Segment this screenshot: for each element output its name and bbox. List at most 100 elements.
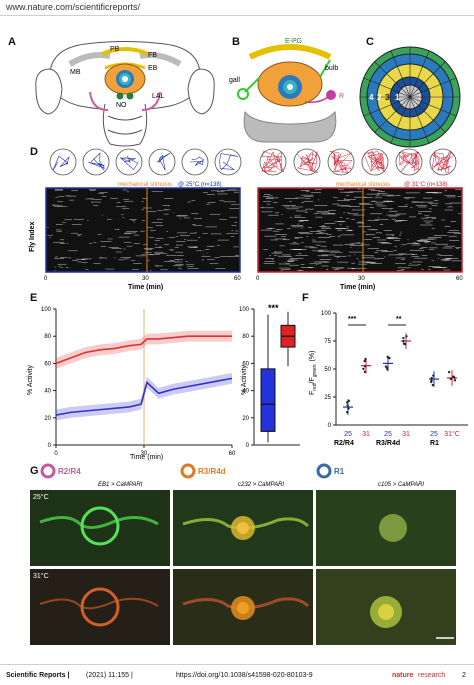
ring-graphic: 4 2 3 1 (359, 46, 461, 148)
label-pb: PB (110, 46, 120, 53)
f-point (346, 404, 349, 407)
panel-label-f: F (302, 292, 309, 304)
e-series-0 (55, 335, 232, 365)
f-point (404, 342, 407, 346)
tick-0-left: 0 (44, 276, 48, 282)
footer-brand-bold: nature (392, 672, 414, 679)
e-xtick: 0 (54, 451, 58, 457)
tick-0-right: 0 (256, 276, 260, 282)
f-point (347, 399, 351, 403)
f-ytick: 50 (324, 367, 331, 373)
footer-doi[interactable]: https://doi.org/10.1038/s41598-020-80103… (176, 672, 313, 679)
panel-label-a: A (8, 36, 16, 48)
f-point (432, 374, 435, 377)
tick-30-left: 30 (142, 276, 149, 282)
y-label-fly-index: Fly Index (29, 222, 36, 252)
panel-d-activity-rasters: mechanical stimulus @ 25°C (n=138) mecha… (18, 146, 468, 291)
f-temp-label: 25 (344, 431, 352, 438)
panel-a-brain-diagram: PB FB EB MB NO LAL (30, 34, 220, 149)
tick-60-right: 60 (456, 276, 463, 282)
f-ytick: 0 (328, 423, 332, 429)
raster-graphic: mechanical stimulus @ 25°C (n=138) mecha… (29, 148, 463, 291)
x-label-left: Time (min) (128, 284, 163, 291)
e-xtick: 30 (141, 451, 148, 457)
e-box-y-label: % Activity (241, 365, 248, 395)
e-ytick: 100 (41, 307, 52, 313)
label-eb: EB (148, 65, 158, 72)
e-ytick: 0 (48, 443, 52, 449)
brain-outline-graphic: PB FB EB MB NO LAL (35, 41, 215, 147)
f-point (363, 365, 367, 368)
fluorescence-ratio-chart: Fred/Fgreen(%) *** ** R2/R4 R3/R4d R1 0 2… (309, 311, 468, 447)
f-temp-label: 25 (430, 431, 438, 438)
label-no: NO (116, 102, 127, 109)
genotype-c232: c232 > CaMPARI (238, 482, 284, 488)
stimulus-label-25c: mechanical stimulus (118, 182, 172, 188)
temp-31c: 31°C (33, 572, 49, 580)
f-point (447, 370, 451, 374)
label-epg: E-PG (285, 38, 302, 45)
box-ytick: 40 (242, 389, 249, 395)
genotype-c105: c105 > CaMPARI (378, 482, 424, 488)
e-series-1 (55, 377, 233, 416)
box-25c (260, 368, 276, 432)
tick-30-right: 30 (358, 276, 365, 282)
f-point (384, 365, 388, 368)
f-point (364, 357, 367, 361)
f-point (345, 401, 349, 404)
f-ytick: 100 (321, 311, 332, 317)
legend-r3r4d: R3/R4d (198, 467, 226, 476)
f-temp-label: 31 (362, 431, 370, 438)
track-circles-31c (259, 148, 457, 176)
f-point (402, 336, 405, 340)
f-temp-label: 31 (402, 431, 410, 438)
f-temp-label: 25 (384, 431, 392, 438)
panel-e-activity-chart: % Activity Time (min) % Activity *** 0 20… (18, 295, 303, 463)
f-point (347, 407, 350, 410)
footer-page: 2 (462, 672, 466, 679)
epg-circuit-graphic: E-PG bulb gall R (229, 38, 344, 143)
footer-brand-light: research (418, 672, 446, 679)
page-footer: Scientific Reports | (2021) 11:155 | htt… (0, 664, 474, 685)
box-ytick: 100 (239, 307, 250, 313)
x-label-right: Time (min) (340, 284, 375, 291)
e-band-1 (56, 372, 232, 421)
f-y-label: Fred/Fgreen(%) (309, 351, 318, 395)
e-x-label: Time (min) (130, 454, 163, 461)
ring-label-4: 4 (369, 93, 374, 102)
ring-label-2: 2 (377, 93, 382, 102)
f-sig-2: ** (396, 316, 402, 323)
raster-25c (45, 187, 241, 273)
f-group-r1: R1 (430, 440, 439, 447)
stimulus-label-31c: mechanical stimulus (336, 182, 390, 188)
f-point (430, 376, 433, 380)
e-band-0 (56, 330, 232, 369)
f-point (345, 410, 349, 414)
tick-60-left: 60 (234, 276, 241, 282)
f-point (449, 377, 453, 381)
label-bulb: bulb (325, 65, 338, 72)
panel-label-b: B (232, 36, 240, 48)
condition-label-25c: @ 25°C (n=138) (178, 182, 222, 188)
panel-g-imaging: R2/R4 R3/R4d R1 EB1 > CaMPARI c232 > CaM… (18, 462, 468, 660)
label-gall: gall (229, 77, 240, 84)
f-group-r3r4d: R3/R4d (376, 440, 400, 447)
legend-r2r4: R2/R4 (58, 467, 81, 476)
f-temp-label: 31°C (444, 430, 460, 438)
f-point (363, 359, 366, 363)
e-ytick: 80 (44, 334, 51, 340)
footer-year: (2021) 11:155 | (86, 672, 133, 679)
label-r: R (339, 93, 344, 100)
box-ytick: 0 (246, 443, 250, 449)
box-ytick: 80 (242, 334, 249, 340)
journal-url[interactable]: www.nature.com/scientificreports/ (6, 2, 141, 12)
f-sig-1: *** (348, 316, 356, 323)
f-point (362, 367, 365, 370)
f-ytick: 25 (324, 395, 331, 401)
panel-label-e: E (30, 292, 38, 304)
e-xtick: 60 (229, 451, 236, 457)
legend-r1: R1 (334, 467, 345, 476)
f-point (453, 379, 457, 382)
campari-images: R2/R4 R3/R4d R1 EB1 > CaMPARI c232 > CaM… (30, 463, 456, 645)
box-ytick: 60 (242, 361, 249, 367)
